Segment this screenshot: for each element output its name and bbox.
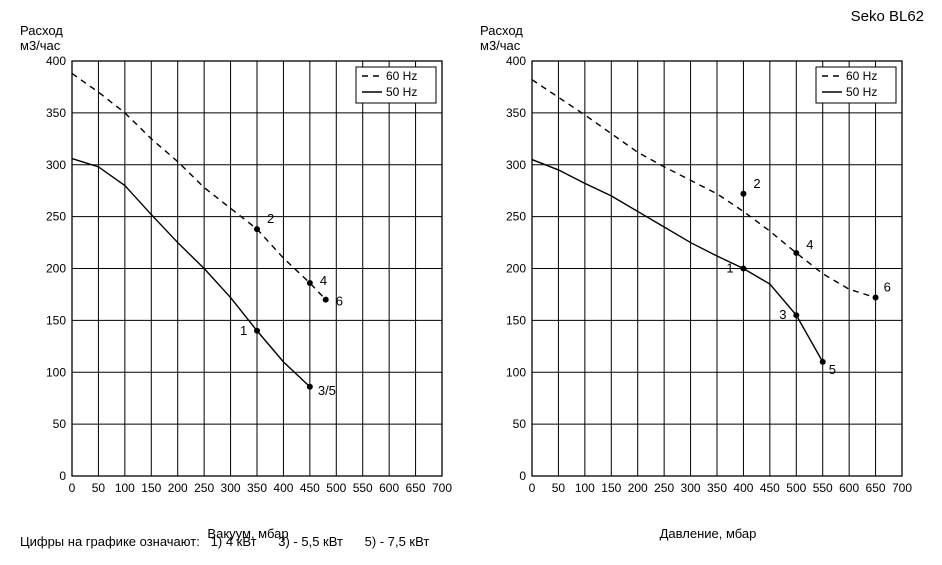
svg-text:0: 0 bbox=[529, 481, 536, 495]
svg-text:700: 700 bbox=[892, 481, 912, 495]
svg-text:700: 700 bbox=[432, 481, 452, 495]
pressure-xlabel: Давление, мбар bbox=[498, 526, 918, 541]
svg-text:4: 4 bbox=[806, 237, 813, 252]
svg-text:0: 0 bbox=[69, 481, 76, 495]
svg-text:0: 0 bbox=[59, 469, 66, 483]
svg-text:350: 350 bbox=[506, 106, 526, 120]
footer-item-1: 1) 4 кВт bbox=[211, 534, 257, 549]
svg-text:6: 6 bbox=[884, 280, 891, 295]
svg-text:250: 250 bbox=[194, 481, 214, 495]
svg-text:250: 250 bbox=[46, 210, 66, 224]
svg-text:100: 100 bbox=[46, 365, 66, 379]
svg-text:650: 650 bbox=[866, 481, 886, 495]
svg-text:500: 500 bbox=[786, 481, 806, 495]
svg-text:650: 650 bbox=[406, 481, 426, 495]
svg-text:3/5: 3/5 bbox=[318, 383, 336, 398]
svg-text:4: 4 bbox=[320, 273, 327, 288]
vacuum-plot: 0501001502002503003504004505005506006507… bbox=[38, 53, 458, 541]
svg-text:100: 100 bbox=[575, 481, 595, 495]
svg-text:500: 500 bbox=[326, 481, 346, 495]
footer-item-2: 3) - 5,5 кВт bbox=[278, 534, 343, 549]
svg-text:5: 5 bbox=[829, 362, 836, 377]
svg-text:150: 150 bbox=[601, 481, 621, 495]
svg-text:3: 3 bbox=[779, 307, 786, 322]
product-title: Seko BL62 bbox=[851, 8, 924, 25]
svg-text:300: 300 bbox=[46, 158, 66, 172]
svg-text:2: 2 bbox=[753, 176, 760, 191]
svg-text:450: 450 bbox=[760, 481, 780, 495]
svg-text:100: 100 bbox=[506, 365, 526, 379]
pressure-plot: 0501001502002503003504004505005506006507… bbox=[498, 53, 918, 541]
svg-text:6: 6 bbox=[336, 294, 343, 309]
footer-legend: Цифры на графике означают: 1) 4 кВт 3) -… bbox=[20, 534, 429, 549]
svg-text:550: 550 bbox=[353, 481, 373, 495]
svg-text:200: 200 bbox=[168, 481, 188, 495]
svg-text:300: 300 bbox=[681, 481, 701, 495]
svg-text:300: 300 bbox=[506, 158, 526, 172]
svg-text:300: 300 bbox=[221, 481, 241, 495]
svg-text:450: 450 bbox=[300, 481, 320, 495]
svg-text:1: 1 bbox=[240, 323, 247, 338]
svg-text:150: 150 bbox=[506, 313, 526, 327]
svg-text:50 Hz: 50 Hz bbox=[386, 85, 417, 99]
svg-text:50 Hz: 50 Hz bbox=[846, 85, 877, 99]
svg-text:150: 150 bbox=[141, 481, 161, 495]
svg-text:600: 600 bbox=[839, 481, 859, 495]
svg-text:350: 350 bbox=[247, 481, 267, 495]
svg-text:50: 50 bbox=[552, 481, 566, 495]
svg-text:60 Hz: 60 Hz bbox=[846, 69, 877, 83]
svg-text:400: 400 bbox=[273, 481, 293, 495]
svg-text:350: 350 bbox=[46, 106, 66, 120]
svg-text:60 Hz: 60 Hz bbox=[386, 69, 417, 83]
svg-text:0: 0 bbox=[519, 469, 526, 483]
footer-prefix: Цифры на графике означают: bbox=[20, 534, 200, 549]
svg-text:150: 150 bbox=[46, 313, 66, 327]
svg-text:50: 50 bbox=[53, 417, 67, 431]
svg-text:50: 50 bbox=[92, 481, 106, 495]
svg-text:50: 50 bbox=[513, 417, 527, 431]
vacuum-ylabel: Расход м3/час bbox=[20, 23, 63, 53]
svg-text:1: 1 bbox=[726, 261, 733, 276]
svg-text:400: 400 bbox=[506, 54, 526, 68]
svg-text:400: 400 bbox=[733, 481, 753, 495]
svg-text:200: 200 bbox=[46, 262, 66, 276]
svg-text:200: 200 bbox=[506, 262, 526, 276]
footer-item-3: 5) - 7,5 кВт bbox=[365, 534, 430, 549]
svg-text:250: 250 bbox=[654, 481, 674, 495]
svg-text:400: 400 bbox=[46, 54, 66, 68]
svg-text:250: 250 bbox=[506, 210, 526, 224]
pressure-ylabel: Расход м3/час bbox=[480, 23, 523, 53]
svg-text:350: 350 bbox=[707, 481, 727, 495]
svg-text:2: 2 bbox=[267, 211, 274, 226]
svg-text:200: 200 bbox=[628, 481, 648, 495]
svg-text:100: 100 bbox=[115, 481, 135, 495]
svg-text:550: 550 bbox=[813, 481, 833, 495]
svg-text:600: 600 bbox=[379, 481, 399, 495]
